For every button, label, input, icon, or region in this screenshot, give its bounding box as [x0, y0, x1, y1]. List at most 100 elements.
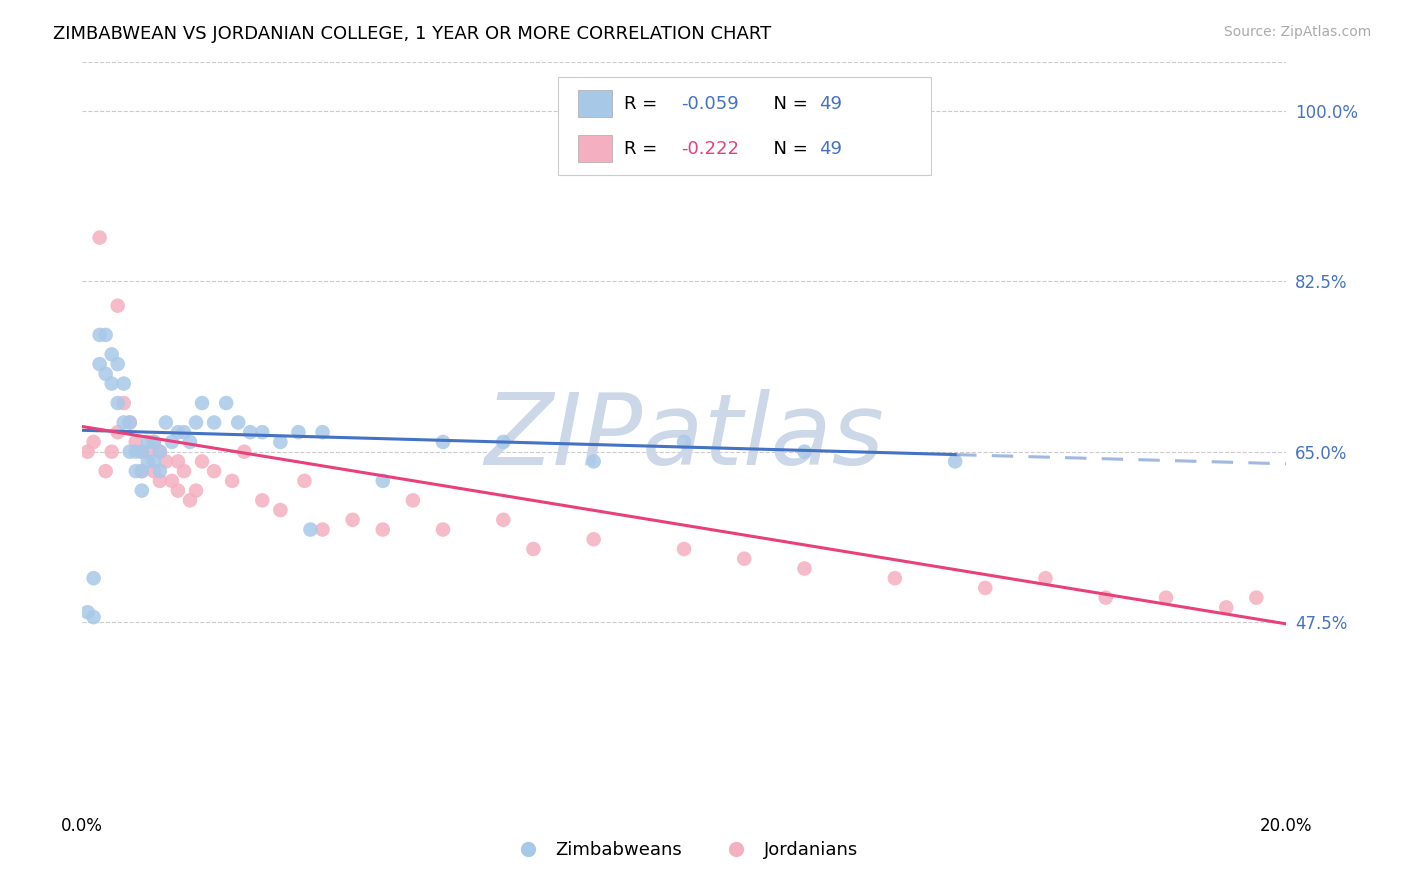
Point	[269, 503, 291, 517]
Point	[1246, 591, 1268, 605]
Point	[432, 523, 454, 537]
Point	[287, 425, 309, 440]
Point	[226, 416, 249, 430]
FancyBboxPatch shape	[578, 135, 612, 162]
Point	[136, 454, 159, 468]
Point	[179, 434, 201, 449]
Text: -0.222: -0.222	[682, 140, 740, 158]
Legend: Zimbabweans, Jordanians: Zimbabweans, Jordanians	[503, 834, 865, 866]
Point	[582, 533, 605, 547]
Point	[233, 444, 256, 458]
Point	[252, 493, 274, 508]
Point	[149, 444, 172, 458]
Text: R =: R =	[624, 95, 662, 112]
Point	[492, 513, 515, 527]
Point	[142, 454, 165, 468]
Point	[94, 367, 117, 381]
Point	[160, 434, 183, 449]
Point	[149, 444, 172, 458]
Point	[76, 444, 98, 458]
Point	[1215, 600, 1237, 615]
Point	[118, 416, 141, 430]
Point	[136, 434, 159, 449]
Point	[89, 327, 111, 342]
Point	[155, 454, 177, 468]
Point	[215, 396, 238, 410]
Point	[125, 464, 148, 478]
Text: -0.059: -0.059	[682, 95, 740, 112]
Point	[269, 434, 291, 449]
Point	[1035, 571, 1057, 585]
Point	[142, 434, 165, 449]
Point	[167, 454, 190, 468]
Point	[112, 396, 135, 410]
Point	[311, 425, 333, 440]
Point	[167, 425, 190, 440]
Point	[173, 464, 195, 478]
Point	[83, 434, 105, 449]
Point	[673, 541, 696, 556]
Point	[107, 357, 129, 371]
Point	[131, 483, 153, 498]
Point	[371, 523, 394, 537]
Point	[107, 396, 129, 410]
Point	[943, 454, 966, 468]
Point	[89, 230, 111, 244]
Point	[1154, 591, 1177, 605]
Point	[94, 464, 117, 478]
Point	[191, 396, 214, 410]
Point	[173, 425, 195, 440]
FancyBboxPatch shape	[558, 78, 931, 175]
Point	[94, 327, 117, 342]
Point	[294, 474, 316, 488]
Point	[112, 416, 135, 430]
Point	[142, 434, 165, 449]
Point	[191, 454, 214, 468]
Point	[793, 444, 815, 458]
Point	[673, 434, 696, 449]
Point	[582, 454, 605, 468]
Point	[131, 444, 153, 458]
Text: N =: N =	[762, 95, 814, 112]
Point	[83, 610, 105, 624]
Point	[252, 425, 274, 440]
Point	[131, 464, 153, 478]
Point	[112, 376, 135, 391]
Point	[160, 474, 183, 488]
Point	[149, 464, 172, 478]
Point	[142, 464, 165, 478]
Point	[155, 416, 177, 430]
Point	[311, 523, 333, 537]
Point	[100, 444, 122, 458]
Point	[974, 581, 997, 595]
Point	[100, 347, 122, 361]
Point	[125, 434, 148, 449]
Point	[733, 551, 755, 566]
Point	[202, 464, 225, 478]
Text: R =: R =	[624, 140, 662, 158]
Point	[402, 493, 425, 508]
Point	[239, 425, 262, 440]
Point	[492, 434, 515, 449]
FancyBboxPatch shape	[578, 90, 612, 117]
Point	[342, 513, 364, 527]
Point	[118, 416, 141, 430]
Point	[100, 376, 122, 391]
Point	[107, 425, 129, 440]
Point	[1094, 591, 1116, 605]
Point	[432, 434, 454, 449]
Text: N =: N =	[762, 140, 814, 158]
Text: 49: 49	[818, 140, 842, 158]
Text: 49: 49	[818, 95, 842, 112]
Point	[522, 541, 544, 556]
Point	[167, 483, 190, 498]
Point	[136, 444, 159, 458]
Point	[83, 571, 105, 585]
Point	[184, 416, 207, 430]
Text: ZIMBABWEAN VS JORDANIAN COLLEGE, 1 YEAR OR MORE CORRELATION CHART: ZIMBABWEAN VS JORDANIAN COLLEGE, 1 YEAR …	[53, 25, 772, 43]
Point	[184, 483, 207, 498]
Point	[131, 464, 153, 478]
Point	[221, 474, 243, 488]
Text: ZIPatlas: ZIPatlas	[484, 389, 884, 485]
Point	[89, 357, 111, 371]
